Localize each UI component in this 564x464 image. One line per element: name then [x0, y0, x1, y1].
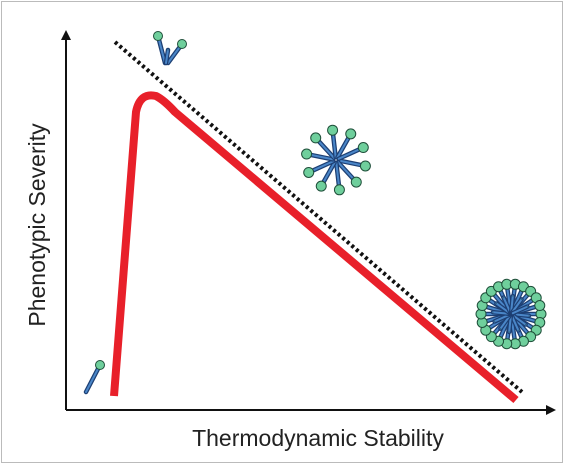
molecule-tail-fill: [510, 314, 520, 332]
molecule-head: [333, 184, 345, 196]
molecule-tail-fill: [508, 314, 512, 333]
y-axis-label: Phenotypic Severity: [24, 123, 50, 327]
molecule-head: [350, 176, 362, 188]
molecule-head: [95, 360, 105, 370]
molecule-head: [359, 160, 371, 172]
molecule-icons: [83, 31, 547, 395]
molecule-head: [303, 166, 315, 178]
molecule-head: [153, 31, 163, 41]
x-axis-label: Thermodynamic Stability: [192, 425, 444, 451]
molecule-head: [177, 39, 187, 49]
molecule-head: [534, 300, 546, 312]
molecule-tail-fill: [85, 364, 101, 393]
molecule-head: [345, 128, 357, 140]
molecule-tail-fill: [511, 314, 527, 326]
molecule-tail-fill: [511, 305, 529, 315]
molecule-tail-fill: [493, 313, 511, 323]
severity-curve: [110, 91, 519, 404]
molecule-head: [315, 180, 327, 192]
molecule-tail-fill: [502, 296, 512, 314]
molecule-head: [310, 132, 322, 144]
molecule-head: [357, 142, 369, 154]
molecule-tail-fill: [165, 49, 169, 64]
molecule-head: [301, 148, 313, 160]
molecule-tail-fill: [499, 314, 511, 330]
molecule-tail-fill: [510, 295, 514, 314]
molecule-tail-fill: [492, 311, 511, 315]
molecule-tail-fill: [511, 313, 530, 317]
molecule-head: [327, 124, 339, 136]
molecule-tail-fill: [495, 302, 511, 314]
molecule-tail-fill: [511, 298, 523, 314]
